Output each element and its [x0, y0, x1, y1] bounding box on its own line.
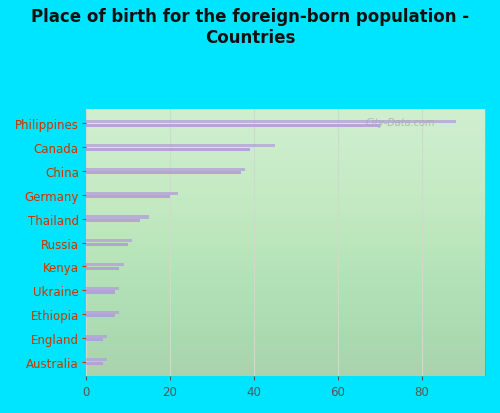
Text: City-Data.com: City-Data.com: [365, 118, 435, 128]
Bar: [86, 311, 120, 314]
Bar: [86, 121, 456, 124]
Bar: [86, 267, 120, 270]
Bar: [86, 243, 128, 246]
Bar: [86, 240, 132, 243]
Bar: [86, 263, 124, 266]
Bar: [86, 145, 275, 148]
Bar: [86, 192, 178, 195]
Bar: [86, 291, 115, 294]
Bar: [86, 148, 250, 151]
Bar: [86, 338, 102, 342]
Bar: [86, 315, 115, 318]
Bar: [86, 172, 242, 175]
Text: Place of birth for the foreign-born population -
Countries: Place of birth for the foreign-born popu…: [31, 8, 469, 47]
Bar: [86, 124, 380, 128]
Bar: [86, 196, 170, 199]
Bar: [86, 169, 246, 171]
Bar: [86, 362, 102, 365]
Bar: [86, 219, 141, 223]
Bar: [86, 287, 120, 290]
Bar: [86, 335, 107, 338]
Bar: [86, 216, 149, 219]
Bar: [86, 358, 107, 361]
